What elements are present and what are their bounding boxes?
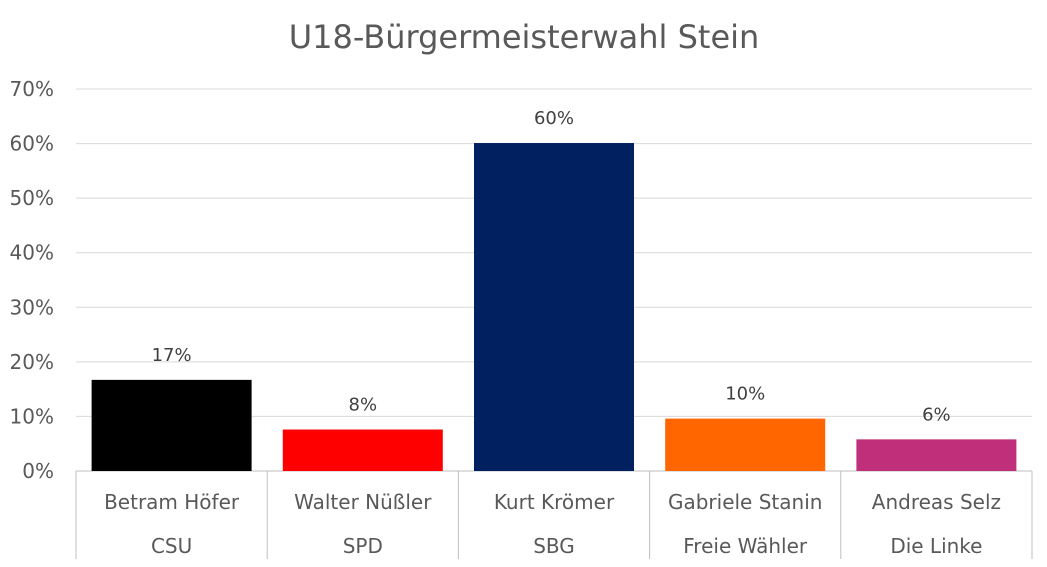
category-label-name: Betram Höfer (104, 490, 240, 514)
category-label-party: Die Linke (890, 534, 982, 558)
y-tick-label: 60% (10, 132, 54, 156)
data-label: 17% (152, 345, 192, 366)
bar (91, 379, 252, 471)
y-tick-label: 10% (10, 404, 54, 428)
category-label-name: Gabriele Stanin (668, 490, 822, 514)
data-labels: 17% 8% 60% 10% 6% (152, 108, 951, 425)
data-label: 10% (725, 384, 765, 405)
y-tick-label: 50% (10, 186, 54, 210)
y-tick-label: 40% (10, 241, 54, 265)
bars (91, 143, 1017, 472)
chart-title: U18-Bürgermeisterwahl Stein (289, 18, 760, 56)
x-axis-categories: Betram Höfer CSU Walter Nüßler SPD Kurt Kröm… (104, 490, 1001, 558)
y-axis-ticks: 0% 10% 20% 30% 40% 50% 60% 70% (10, 77, 54, 483)
category-label-party: SPD (343, 534, 383, 558)
category-label-party: Freie Wähler (683, 534, 808, 558)
bar (282, 429, 443, 471)
y-tick-label: 70% (10, 77, 54, 101)
y-tick-label: 0% (22, 459, 54, 483)
category-label-name: Kurt Krömer (494, 490, 615, 514)
category-label-party: CSU (151, 534, 192, 558)
data-label: 6% (922, 404, 951, 425)
data-label: 8% (349, 395, 378, 416)
data-label: 60% (534, 108, 574, 129)
category-label-party: SBG (533, 534, 575, 558)
bar (856, 439, 1017, 471)
y-tick-label: 20% (10, 350, 54, 374)
bar (474, 143, 634, 472)
y-tick-label: 30% (10, 295, 54, 319)
bar (665, 418, 826, 471)
category-label-name: Andreas Selz (872, 490, 1001, 514)
category-label-name: Walter Nüßler (294, 490, 432, 514)
